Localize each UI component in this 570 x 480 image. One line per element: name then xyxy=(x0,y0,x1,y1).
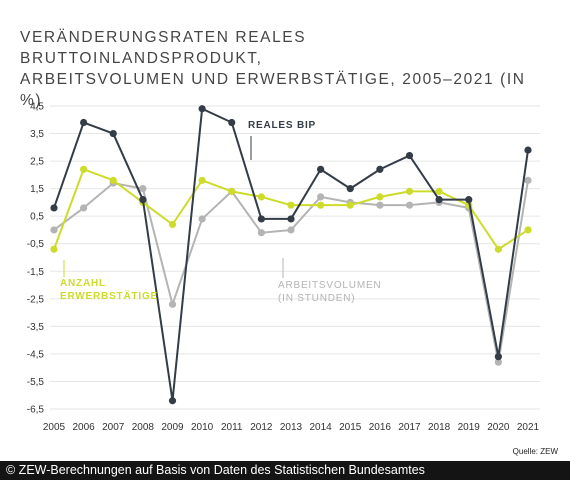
series-3 xyxy=(50,105,532,405)
data-point xyxy=(346,185,354,193)
data-point xyxy=(287,215,295,223)
x-tick-label: 2009 xyxy=(161,422,184,433)
y-tick-label: -2,5 xyxy=(27,294,45,305)
chart-title-line-2: ARBEITSVOLUMEN UND ERWERBSTÄTIGE, 2005–2… xyxy=(20,71,526,109)
x-axis-tick-labels: 2005 2006 2007 2008 2009 2010 2011 2012 2013 2014… xyxy=(43,422,540,433)
x-tick-label: 2013 xyxy=(280,422,303,433)
line-chart: 4,5 3,5 2,5 1,5 0,5 -0,5 -1,5 -2,5 -3,5 -4,5 -5,5 -… xyxy=(27,102,540,433)
x-tick-label: 2020 xyxy=(487,422,510,433)
y-tick-label: -4,5 xyxy=(27,349,45,360)
data-point xyxy=(228,118,236,127)
data-point xyxy=(168,397,177,405)
data-point xyxy=(435,187,443,195)
series-label-line: ANZAHL xyxy=(60,278,106,289)
series-label-line: ERWERBSTÄTIGE xyxy=(60,289,158,302)
source-note: Quelle: ZEW xyxy=(512,447,558,456)
data-point xyxy=(494,353,502,361)
series-label: ANZAHL ERWERBSTÄTIGE xyxy=(60,278,158,302)
chart-title-line-1: VERÄNDERUNGSRATEN REALES BRUTTOINLANDSPR… xyxy=(20,29,307,67)
y-tick-label: -6,5 xyxy=(27,405,45,416)
series-layer xyxy=(50,105,532,405)
x-tick-label: 2016 xyxy=(369,422,392,433)
x-tick-label: 2007 xyxy=(102,422,125,433)
y-tick-label: 2,5 xyxy=(30,157,44,168)
data-point xyxy=(287,201,295,209)
series-line xyxy=(53,107,529,402)
series-label-line: (IN STUNDEN) xyxy=(278,293,355,304)
x-tick-label: 2006 xyxy=(73,422,96,433)
data-point xyxy=(435,196,443,204)
data-point xyxy=(494,358,502,366)
data-point xyxy=(139,196,147,204)
data-point xyxy=(317,201,325,209)
data-point xyxy=(405,151,414,160)
series-line xyxy=(53,168,529,251)
x-tick-label: 2010 xyxy=(191,422,214,433)
x-tick-label: 2012 xyxy=(250,422,273,433)
data-point xyxy=(80,118,88,127)
gridlines xyxy=(50,105,540,410)
x-tick-label: 2005 xyxy=(43,422,66,433)
data-point xyxy=(524,146,532,154)
y-tick-label: 1,5 xyxy=(30,184,44,195)
x-tick-label: 2015 xyxy=(339,422,362,433)
x-tick-label: 2017 xyxy=(398,422,421,433)
x-tick-label: 2011 xyxy=(221,422,243,433)
x-tick-label: 2014 xyxy=(310,422,333,433)
data-point xyxy=(109,129,117,138)
data-point xyxy=(80,165,88,173)
y-tick-label: 0,5 xyxy=(30,212,44,223)
data-point xyxy=(257,193,265,201)
data-point xyxy=(80,204,88,212)
data-point xyxy=(257,229,265,237)
data-point xyxy=(376,193,384,201)
data-point xyxy=(139,185,147,193)
y-tick-label: -3,5 xyxy=(27,322,45,333)
data-point xyxy=(257,215,265,223)
data-point xyxy=(524,176,532,184)
data-point xyxy=(524,226,532,234)
y-tick-label: 3,5 xyxy=(30,129,44,140)
data-point xyxy=(109,176,117,184)
data-point xyxy=(317,193,325,201)
data-point xyxy=(405,187,414,195)
data-point xyxy=(50,245,58,253)
y-tick-label: 4,5 xyxy=(30,102,44,113)
y-tick-label: -5,5 xyxy=(27,377,45,388)
x-tick-label: 2018 xyxy=(428,422,451,433)
x-tick-label: 2021 xyxy=(517,422,540,433)
y-axis-tick-labels: 4,5 3,5 2,5 1,5 0,5 -0,5 -1,5 -2,5 -3,5 -4,5 -5,5 -… xyxy=(27,102,45,416)
series-label-line: REALES BIP xyxy=(248,120,316,131)
data-point xyxy=(168,300,177,308)
data-point xyxy=(317,165,325,173)
series-label: REALES BIP xyxy=(248,120,316,131)
series-label: ARBEITSVOLUMEN (IN STUNDEN) xyxy=(278,280,381,304)
data-point xyxy=(228,187,236,195)
series-labels: ARBEITSVOLUMEN (IN STUNDEN) ANZAHL ERWERBST… xyxy=(60,120,381,304)
data-point xyxy=(198,176,206,184)
data-point xyxy=(494,245,502,253)
series-2 xyxy=(50,165,532,253)
data-point xyxy=(405,201,414,209)
copyright-footer: © ZEW-Berechnungen auf Basis von Daten d… xyxy=(0,461,570,480)
data-point xyxy=(198,105,206,113)
chart-title: VERÄNDERUNGSRATEN REALES BRUTTOINLANDSPR… xyxy=(20,27,550,111)
y-tick-label: -0,5 xyxy=(27,239,45,250)
data-point xyxy=(50,226,58,234)
data-point xyxy=(168,220,177,229)
data-point xyxy=(198,215,206,223)
x-tick-label: 2019 xyxy=(458,422,481,433)
y-tick-label: -1,5 xyxy=(27,267,45,278)
series-label-line: ARBEITSVOLUMEN xyxy=(278,280,381,291)
data-point xyxy=(376,201,384,209)
data-point xyxy=(50,204,58,212)
data-point xyxy=(465,196,473,204)
x-tick-label: 2008 xyxy=(132,422,155,433)
data-point xyxy=(346,201,354,209)
data-point xyxy=(287,226,295,234)
data-point xyxy=(376,165,384,173)
